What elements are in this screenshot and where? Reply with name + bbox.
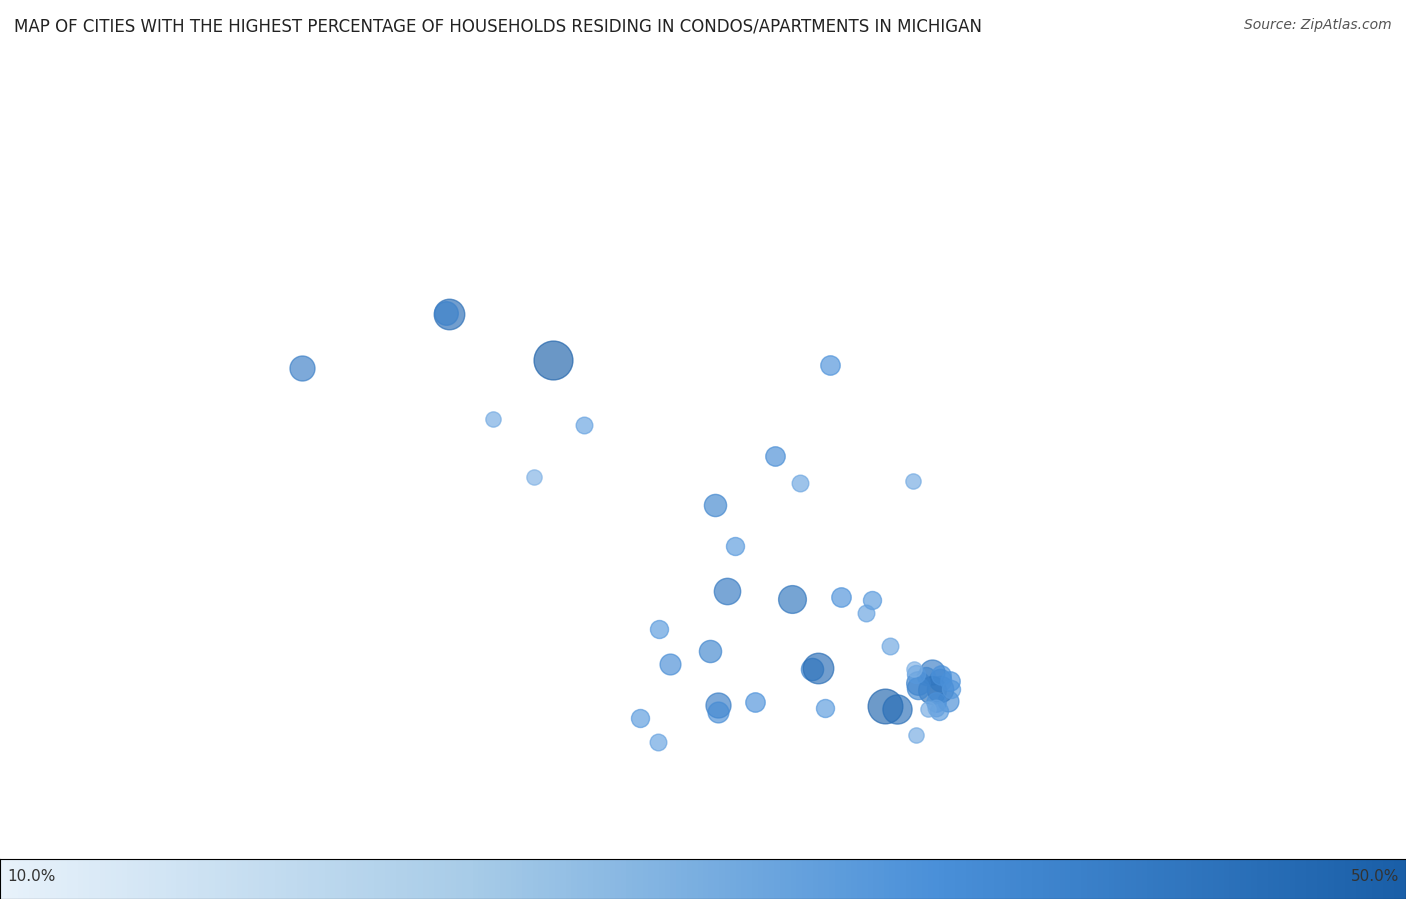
Text: 10.0%: 10.0% (7, 869, 55, 884)
Text: MAP OF CITIES WITH THE HIGHEST PERCENTAGE OF HOUSEHOLDS RESIDING IN CONDOS/APART: MAP OF CITIES WITH THE HIGHEST PERCENTAG… (14, 18, 981, 36)
Text: 50.0%: 50.0% (1351, 869, 1399, 884)
Text: Source: ZipAtlas.com: Source: ZipAtlas.com (1244, 18, 1392, 32)
